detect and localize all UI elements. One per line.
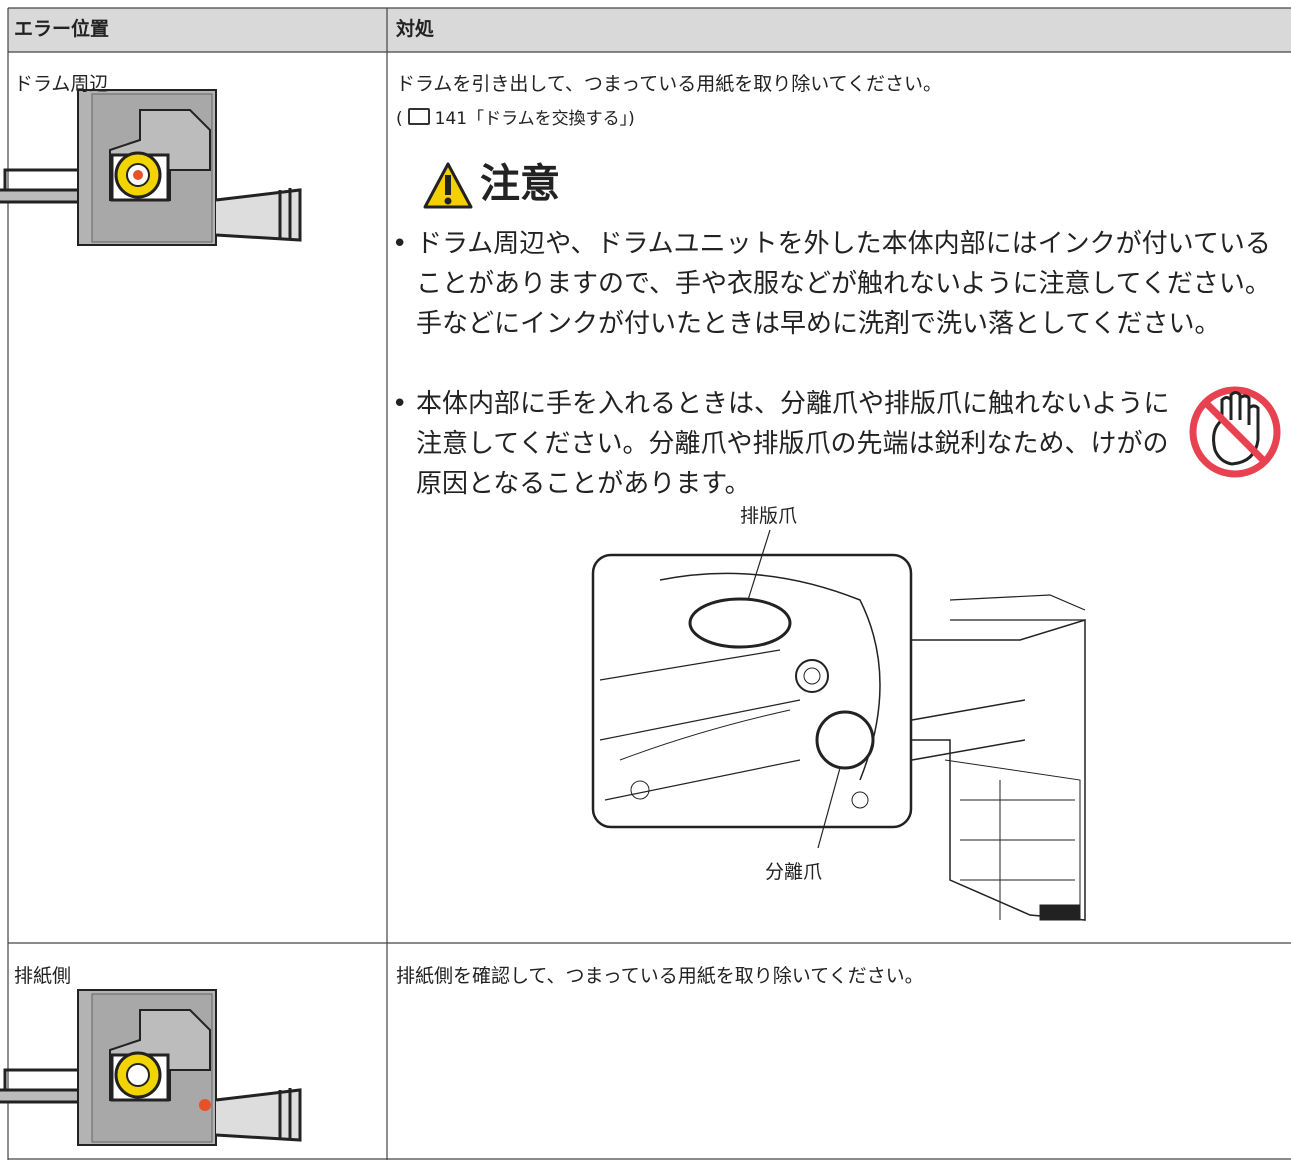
drum-icon [0, 88, 302, 247]
ref-open: ( [396, 109, 403, 129]
location: ドラム周辺 [14, 73, 109, 95]
caution-item: • ドラム周辺や、ドラムユニットを外した本体内部にはインクが付いていることがありま… [392, 224, 1282, 344]
reference: (141「ドラムを交換する」) [396, 105, 635, 133]
book-icon [407, 108, 430, 125]
figure-label: 排版爪 [740, 505, 798, 527]
action: ドラムを引き出して、つまっている用紙を取り除いてください。 [396, 73, 943, 95]
ref-page: 141 [434, 109, 468, 129]
caution-heading: 注意 [480, 161, 560, 207]
ref-title: 「ドラムを交換する」 [467, 109, 629, 129]
location: 排紙側 [14, 965, 72, 987]
caution-text: 本体内部に手を入れるときは、分離爪や排版爪に触れないように注意してください。分離… [416, 389, 1170, 499]
caution-text: ドラム周辺や、ドラムユニットを外した本体内部にはインクが付いていることがあります… [416, 229, 1271, 339]
exit-icon [0, 988, 302, 1147]
warning-icon [423, 162, 473, 209]
drum-figure [591, 529, 1086, 921]
caution-item: • 本体内部に手を入れるときは、分離爪や排版爪に触れないように注意してください。分… [392, 384, 1172, 504]
figure-label: 分離爪 [765, 861, 823, 883]
header-location: エラー位置 [14, 18, 110, 40]
header-action: 対処 [396, 18, 435, 40]
action: 排紙側を確認して、つまっている用紙を取り除いてください。 [396, 965, 924, 987]
ref-close: ) [628, 109, 635, 129]
no-touch-icon [1189, 386, 1281, 478]
